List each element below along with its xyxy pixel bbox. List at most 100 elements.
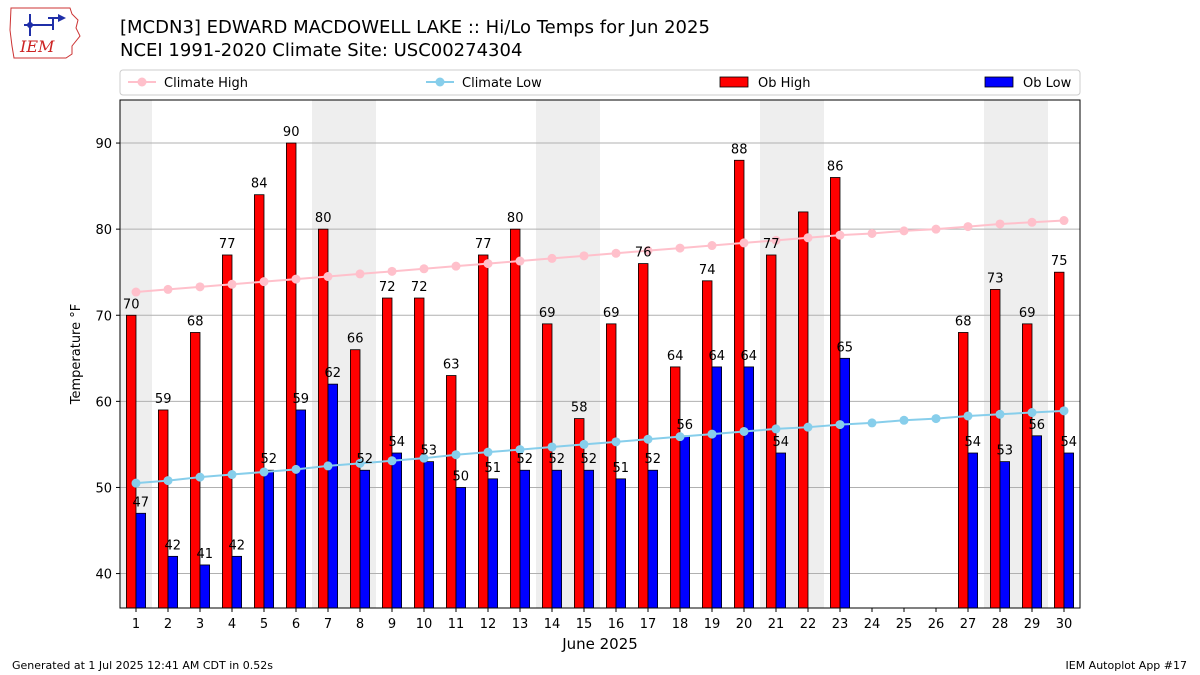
legend-label: Climate Low xyxy=(462,76,542,91)
climate-high-point xyxy=(131,287,141,297)
y-tick-label: 90 xyxy=(95,137,112,152)
ob-low-bar xyxy=(519,469,531,609)
legend-marker xyxy=(137,77,147,87)
ob-high-value-label: 72 xyxy=(411,280,428,295)
ob-low-bar xyxy=(711,366,723,609)
climate-high-point xyxy=(355,269,365,279)
climate-low-point xyxy=(355,458,365,468)
ob-high-bar xyxy=(221,254,233,609)
ob-high-bar xyxy=(253,194,265,609)
ob-high-value-label: 75 xyxy=(1051,254,1068,269)
ob-high-value-label: 77 xyxy=(475,237,492,252)
legend-box xyxy=(119,69,1081,96)
legend-bar-swatch xyxy=(719,76,749,88)
climate-low-point xyxy=(675,432,685,442)
ob-low-bar xyxy=(359,469,371,609)
x-tick-label: 23 xyxy=(832,617,849,632)
ob-high-value-label: 72 xyxy=(379,280,396,295)
ob-low-value-label: 52 xyxy=(357,452,374,467)
climate-high-point xyxy=(259,277,269,287)
x-tick-label: 14 xyxy=(544,617,561,632)
app-credit: IEM Autoplot App #17 xyxy=(1065,659,1188,672)
ob-low-value-label: 62 xyxy=(325,366,342,381)
ob-high-value-label: 59 xyxy=(155,392,172,407)
ob-low-bar xyxy=(231,555,243,609)
ob-low-value-label: 54 xyxy=(965,435,982,450)
climate-high-point xyxy=(547,253,557,263)
ob-low-bar xyxy=(167,555,179,609)
climate-high-point xyxy=(1027,217,1037,227)
ob-low-bar xyxy=(455,487,467,609)
ob-high-bar xyxy=(509,228,521,609)
ob-high-value-label: 64 xyxy=(667,349,684,364)
x-tick-label: 17 xyxy=(640,617,657,632)
x-tick-label: 24 xyxy=(864,617,881,632)
climate-low-point xyxy=(643,434,653,444)
x-tick-label: 19 xyxy=(704,617,721,632)
ob-high-value-label: 66 xyxy=(347,332,364,347)
ob-low-value-label: 53 xyxy=(421,444,438,459)
climate-high-point xyxy=(611,248,621,258)
ob-low-bar xyxy=(199,564,211,609)
x-tick-label: 26 xyxy=(928,617,945,632)
ob-low-value-label: 56 xyxy=(677,418,694,433)
x-tick-label: 9 xyxy=(388,617,396,632)
ob-high-value-label: 88 xyxy=(731,142,748,157)
x-tick-label: 5 xyxy=(260,617,268,632)
climate-low-point xyxy=(515,445,525,455)
ob-low-value-label: 52 xyxy=(645,452,662,467)
climate-low-point xyxy=(291,464,301,474)
y-tick-label: 50 xyxy=(95,481,112,496)
ob-high-value-label: 73 xyxy=(987,271,1004,286)
climate-low-point xyxy=(451,450,461,460)
x-tick-label: 16 xyxy=(608,617,625,632)
ob-low-value-label: 41 xyxy=(197,547,214,562)
x-tick-label: 6 xyxy=(292,617,300,632)
ob-high-value-label: 58 xyxy=(571,401,588,416)
climate-low-point xyxy=(1027,408,1037,418)
ob-high-bar xyxy=(830,177,841,609)
ob-low-value-label: 54 xyxy=(389,435,406,450)
chart-subtitle: NCEI 1991-2020 Climate Site: USC00274304 xyxy=(120,40,523,61)
climate-high-point xyxy=(963,222,973,232)
climate-low-point xyxy=(611,437,621,447)
x-tick-label: 29 xyxy=(1024,617,1041,632)
x-tick-label: 4 xyxy=(228,617,236,632)
ob-low-value-label: 54 xyxy=(773,435,790,450)
climate-low-point xyxy=(771,424,781,434)
climate-high-point xyxy=(707,241,717,251)
x-tick-label: 15 xyxy=(576,617,593,632)
ob-high-bar xyxy=(670,366,681,609)
ob-high-value-label: 90 xyxy=(283,125,300,140)
ob-low-value-label: 59 xyxy=(293,392,310,407)
climate-low-point xyxy=(387,456,397,466)
ob-high-bar xyxy=(126,314,137,609)
ob-high-value-label: 68 xyxy=(955,314,972,329)
ob-high-value-label: 86 xyxy=(827,159,844,174)
ob-low-bar xyxy=(551,469,563,609)
x-tick-label: 12 xyxy=(480,617,497,632)
x-tick-label: 13 xyxy=(512,617,529,632)
ob-low-value-label: 42 xyxy=(165,538,182,553)
climate-high-point xyxy=(163,284,173,294)
climate-low-point xyxy=(835,420,845,430)
ob-high-value-label: 69 xyxy=(603,306,620,321)
climate-low-point xyxy=(579,439,589,449)
ob-low-bar xyxy=(743,366,755,609)
legend-bar-swatch xyxy=(984,76,1014,88)
climate-high-point xyxy=(227,279,237,289)
climate-high-point xyxy=(675,243,685,253)
ob-low-bar xyxy=(1031,435,1043,609)
climate-high-point xyxy=(451,261,461,271)
ob-high-value-label: 80 xyxy=(507,211,524,226)
climate-low-point xyxy=(163,476,173,486)
y-tick-label: 70 xyxy=(95,309,112,324)
ob-low-value-label: 47 xyxy=(133,495,150,510)
ob-low-bar xyxy=(327,383,339,609)
climate-low-point xyxy=(707,429,717,439)
ob-high-value-label: 74 xyxy=(699,263,716,278)
x-tick-label: 27 xyxy=(960,617,977,632)
climate-high-point xyxy=(803,233,813,243)
climate-low-point xyxy=(131,478,141,488)
x-tick-label: 28 xyxy=(992,617,1009,632)
